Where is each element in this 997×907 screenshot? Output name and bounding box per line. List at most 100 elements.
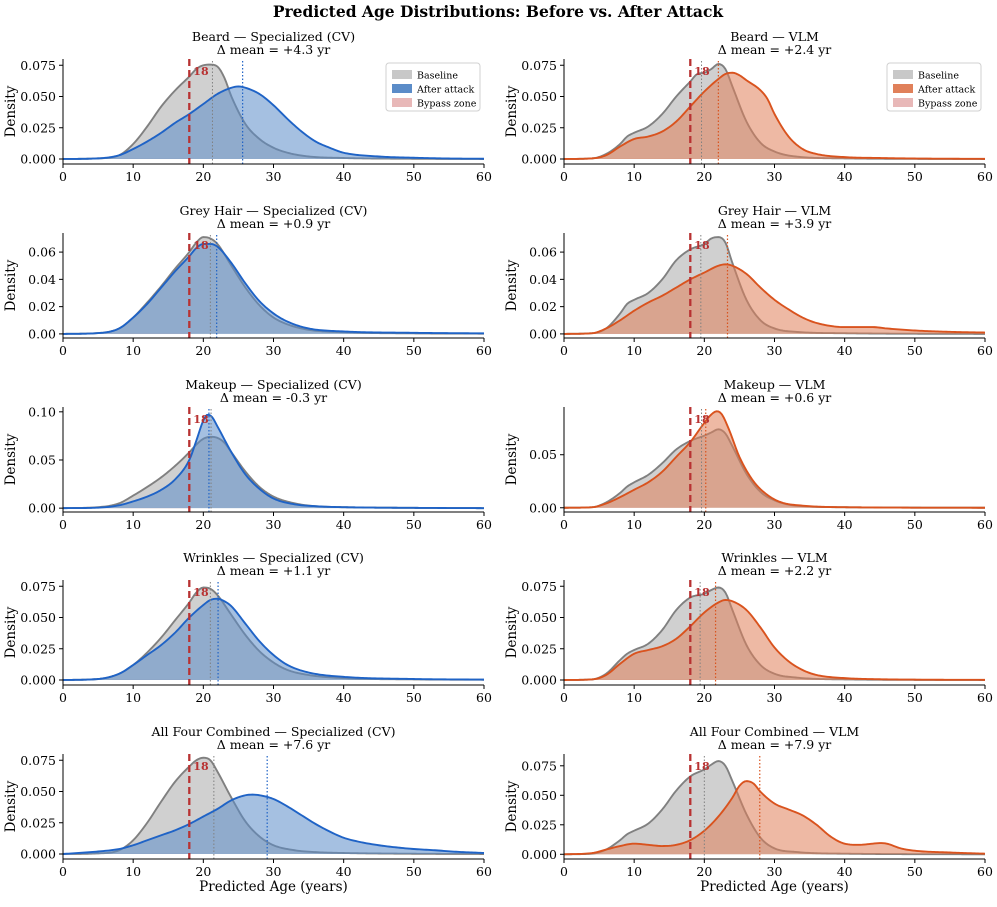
threshold-label: 18 [193, 239, 209, 252]
x-tick-label: 10 [626, 517, 642, 532]
legend-baseline-swatch [392, 70, 412, 79]
x-tick-label: 40 [336, 169, 352, 184]
legend-after-attack-swatch [893, 84, 913, 93]
subplot-title: All Four Combined — VLM [689, 724, 860, 739]
after-attack-density-area [63, 414, 484, 509]
x-tick-label: 30 [266, 864, 282, 879]
y-tick-label: 0.075 [20, 58, 56, 73]
x-tick-label: 10 [626, 343, 642, 358]
y-axis-label: Density [3, 85, 19, 137]
x-tick-label: 40 [336, 343, 352, 358]
x-tick-label: 30 [266, 517, 282, 532]
y-tick-label: 0.00 [529, 500, 557, 515]
subplot-title: Wrinkles — VLM [721, 550, 827, 565]
x-axis-label: Predicted Age (years) [700, 879, 849, 895]
after-attack-density-line [62, 85, 485, 160]
x-tick-label: 0 [560, 169, 568, 184]
x-tick-label: 60 [977, 690, 993, 705]
subplot-4: 18 0 10 20 30 40 50 60 0.00 0.02 0.04 0.06 Grey Hair… [504, 203, 993, 358]
subplot-subtitle: Δ mean = +0.6 yr [718, 390, 832, 405]
x-tick-label: 50 [406, 864, 422, 879]
x-tick-label: 60 [476, 169, 492, 184]
y-tick-label: 0.00 [28, 326, 56, 341]
after-attack-density-area [63, 598, 484, 680]
subplot-subtitle: Δ mean = +3.9 yr [718, 216, 832, 231]
x-tick-label: 60 [977, 517, 993, 532]
x-tick-label: 20 [696, 517, 712, 532]
x-tick-label: 30 [767, 169, 783, 184]
y-tick-label: 0.02 [529, 299, 557, 314]
subplot-title: All Four Combined — Specialized (CV) [150, 724, 395, 739]
y-tick-label: 0.02 [28, 299, 56, 314]
y-tick-label: 0.000 [521, 152, 557, 167]
x-tick-label: 20 [195, 690, 211, 705]
y-tick-label: 0.075 [521, 758, 557, 773]
x-tick-label: 20 [195, 343, 211, 358]
subplot-title: Makeup — Specialized (CV) [185, 377, 361, 392]
threshold-label: 18 [193, 760, 209, 773]
legend: Baseline After attack Bypass zone [385, 62, 481, 112]
y-axis-label: Density [504, 259, 520, 311]
x-tick-label: 20 [696, 690, 712, 705]
legend-baseline-swatch [893, 70, 913, 79]
threshold-label: 18 [193, 413, 209, 426]
x-tick-label: 20 [195, 517, 211, 532]
x-tick-label: 40 [837, 864, 853, 879]
subplot-title: Beard — VLM [730, 29, 819, 44]
x-tick-label: 50 [406, 169, 422, 184]
x-tick-label: 20 [195, 169, 211, 184]
x-tick-label: 20 [696, 343, 712, 358]
x-tick-label: 10 [125, 864, 141, 879]
x-tick-label: 50 [907, 343, 923, 358]
y-tick-label: 0.10 [28, 404, 56, 419]
x-tick-label: 30 [266, 343, 282, 358]
threshold-label: 18 [694, 239, 710, 252]
y-tick-label: 0.050 [20, 89, 56, 104]
y-axis-label: Density [3, 606, 19, 658]
after-attack-density-area [63, 794, 484, 854]
y-axis-label: Density [504, 85, 520, 137]
x-tick-label: 0 [59, 343, 67, 358]
y-axis-label: Density [504, 606, 520, 658]
x-tick-label: 60 [476, 864, 492, 879]
after-attack-density-line [62, 597, 485, 681]
legend-after-attack-swatch [392, 84, 412, 93]
subplot-subtitle: Δ mean = +0.9 yr [217, 216, 331, 231]
subplot-subtitle: Δ mean = +7.9 yr [718, 737, 832, 752]
y-tick-label: 0.075 [20, 579, 56, 594]
x-tick-label: 10 [626, 169, 642, 184]
x-tick-label: 30 [266, 169, 282, 184]
legend-after-attack-label: After attack [917, 85, 975, 96]
legend-bypass-zone-label: Bypass zone [918, 99, 978, 110]
x-tick-label: 10 [125, 169, 141, 184]
x-tick-label: 0 [560, 343, 568, 358]
x-tick-label: 10 [626, 864, 642, 879]
y-tick-label: 0.000 [521, 847, 557, 862]
y-tick-label: 0.075 [521, 579, 557, 594]
x-tick-label: 20 [195, 864, 211, 879]
x-tick-label: 40 [336, 864, 352, 879]
y-tick-label: 0.00 [28, 501, 56, 516]
x-tick-label: 30 [767, 517, 783, 532]
x-tick-label: 0 [560, 517, 568, 532]
y-axis-label: Density [3, 433, 19, 485]
y-axis-label: Density [504, 780, 520, 832]
y-tick-label: 0.050 [20, 784, 56, 799]
subplot-title: Wrinkles — Specialized (CV) [183, 550, 364, 565]
x-tick-label: 60 [476, 690, 492, 705]
x-tick-label: 30 [767, 864, 783, 879]
y-tick-label: 0.050 [521, 610, 557, 625]
subplot-subtitle: Δ mean = +2.2 yr [718, 563, 832, 578]
x-tick-label: 60 [977, 169, 993, 184]
x-tick-label: 40 [336, 517, 352, 532]
x-tick-label: 10 [125, 517, 141, 532]
after-attack-density-line [563, 599, 986, 681]
after-attack-density-area [564, 264, 985, 334]
y-tick-label: 0.075 [20, 753, 56, 768]
subplot-subtitle: Δ mean = +4.3 yr [217, 42, 331, 57]
subplot-title: Grey Hair — Specialized (CV) [180, 203, 368, 218]
y-tick-label: 0.025 [20, 641, 56, 656]
subplot-title: Makeup — VLM [724, 377, 826, 392]
y-tick-label: 0.000 [20, 847, 56, 862]
